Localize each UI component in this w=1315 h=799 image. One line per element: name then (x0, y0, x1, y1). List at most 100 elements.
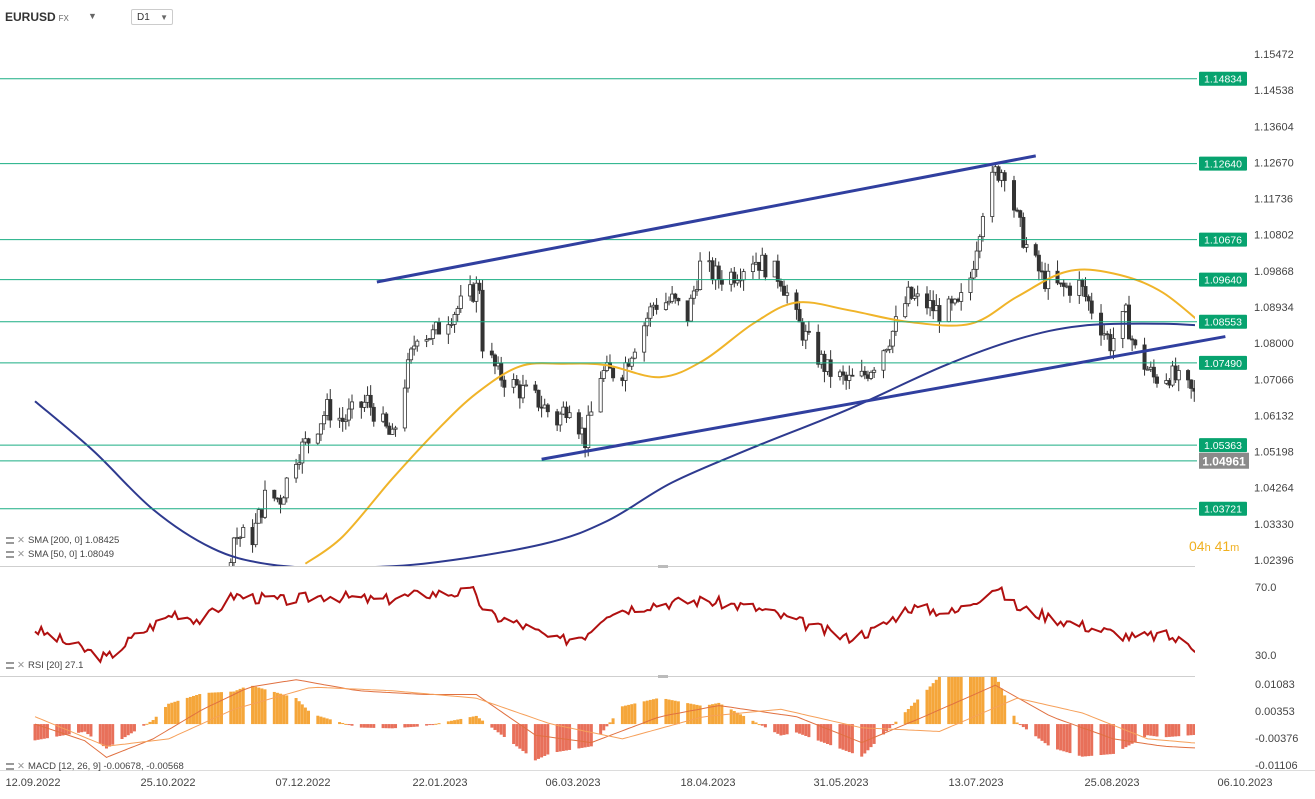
candle[interactable] (350, 394, 355, 419)
candle[interactable] (449, 318, 454, 328)
candle[interactable] (586, 405, 591, 457)
timeframe-dropdown[interactable]: D1 ▼ (131, 9, 173, 25)
candle[interactable] (1021, 212, 1026, 249)
candle[interactable] (315, 433, 320, 446)
sma200-line[interactable] (34, 322, 1219, 568)
candle[interactable] (1086, 294, 1091, 311)
candle[interactable] (281, 495, 286, 505)
candle[interactable] (778, 278, 783, 292)
candle[interactable] (424, 334, 429, 348)
candle[interactable] (816, 324, 821, 368)
price-pane[interactable] (34, 162, 1221, 796)
candle[interactable] (598, 371, 603, 413)
candle[interactable] (806, 320, 811, 335)
close-icon[interactable]: ✕ (17, 761, 25, 772)
candle[interactable] (371, 403, 376, 427)
candle[interactable] (667, 296, 672, 306)
candle[interactable] (1192, 380, 1196, 402)
candle[interactable] (318, 423, 323, 442)
candle[interactable] (909, 286, 914, 300)
macd-pane[interactable] (33, 675, 1221, 761)
candle[interactable] (300, 438, 305, 474)
trendline[interactable] (376, 154, 1037, 284)
candle[interactable] (412, 335, 417, 356)
candle[interactable] (458, 285, 463, 313)
settings-icon[interactable] (6, 550, 14, 558)
candle[interactable] (869, 370, 874, 381)
candle[interactable] (642, 322, 647, 362)
candle[interactable] (228, 558, 233, 596)
candle[interactable] (828, 350, 833, 388)
candle[interactable] (1012, 175, 1017, 218)
candle[interactable] (524, 379, 529, 387)
candle[interactable] (750, 255, 755, 279)
close-icon[interactable]: ✕ (17, 535, 25, 546)
candle[interactable] (253, 513, 258, 548)
candle[interactable] (1154, 374, 1159, 388)
candle[interactable] (328, 389, 333, 428)
candle[interactable] (632, 348, 637, 360)
candle[interactable] (601, 366, 606, 382)
candle[interactable] (262, 480, 267, 520)
settings-icon[interactable] (6, 762, 14, 770)
candle[interactable] (890, 330, 895, 354)
trendline[interactable] (541, 335, 1226, 461)
candle[interactable] (297, 454, 302, 470)
candle[interactable] (545, 403, 550, 418)
candle[interactable] (520, 374, 525, 404)
candle[interactable] (903, 296, 908, 319)
candle[interactable] (1033, 242, 1038, 258)
candle[interactable] (884, 348, 889, 353)
candle[interactable] (536, 389, 541, 412)
candle[interactable] (576, 409, 581, 439)
candle[interactable] (1151, 359, 1156, 384)
candle[interactable] (567, 405, 572, 419)
candle[interactable] (1067, 282, 1072, 303)
candle[interactable] (862, 366, 867, 380)
candle[interactable] (663, 292, 668, 311)
candle[interactable] (294, 458, 299, 483)
candle[interactable] (533, 381, 538, 394)
close-icon[interactable]: ✕ (17, 549, 25, 560)
close-icon[interactable]: ✕ (17, 660, 25, 671)
candle[interactable] (694, 280, 699, 296)
candle[interactable] (477, 279, 482, 295)
candle[interactable] (455, 305, 460, 322)
legend-rsi[interactable]: ✕ RSI [20] 27.1 (6, 660, 83, 671)
candle[interactable] (492, 353, 497, 375)
candle[interactable] (405, 352, 410, 393)
candle[interactable] (794, 289, 799, 320)
candle[interactable] (368, 385, 373, 416)
candle[interactable] (887, 339, 892, 354)
candle[interactable] (402, 379, 407, 432)
candle[interactable] (514, 375, 519, 386)
candle[interactable] (393, 425, 398, 437)
candle[interactable] (362, 394, 367, 412)
candle[interactable] (698, 252, 703, 291)
candle[interactable] (980, 212, 985, 242)
candle[interactable] (1089, 292, 1094, 320)
candle[interactable] (480, 279, 485, 359)
candle[interactable] (990, 165, 995, 223)
candle[interactable] (915, 285, 920, 307)
candle[interactable] (1077, 271, 1082, 304)
candle[interactable] (1036, 250, 1041, 281)
candle[interactable] (803, 324, 808, 350)
symbol-selector[interactable]: EURUSD FX (5, 10, 69, 24)
candle[interactable] (409, 346, 414, 364)
candle[interactable] (346, 398, 351, 427)
candle[interactable] (974, 241, 979, 278)
candle[interactable] (673, 292, 678, 304)
candle[interactable] (238, 535, 243, 547)
candle[interactable] (912, 288, 917, 301)
candle[interactable] (558, 411, 563, 432)
candle[interactable] (284, 477, 289, 503)
candle[interactable] (474, 276, 479, 313)
candle[interactable] (971, 260, 976, 280)
candle[interactable] (676, 297, 681, 306)
sma50-line[interactable] (304, 268, 1219, 565)
chevron-down-icon[interactable]: ▼ (88, 11, 97, 21)
candle[interactable] (415, 339, 420, 352)
candle[interactable] (499, 356, 504, 387)
